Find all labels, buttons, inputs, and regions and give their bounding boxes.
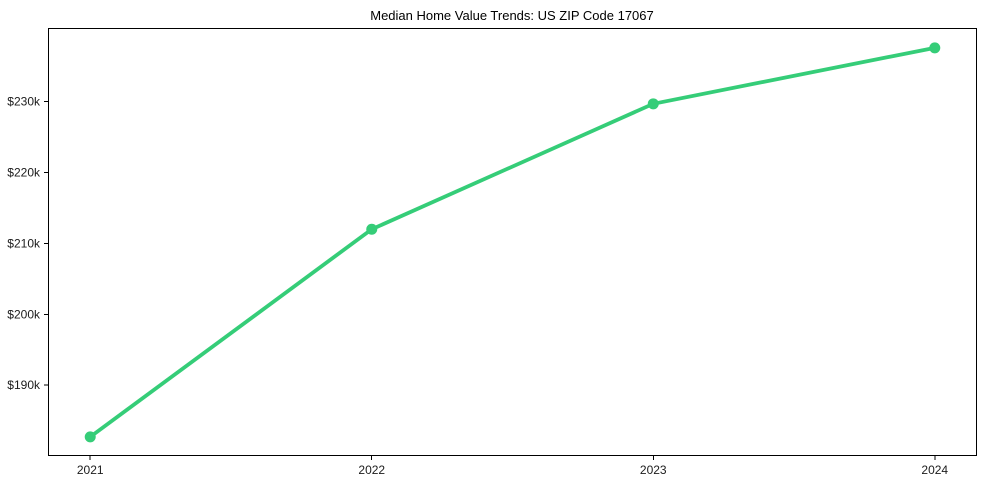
trend-line bbox=[88, 45, 937, 439]
data-point-marker bbox=[366, 223, 378, 235]
y-tick-label: $220k bbox=[7, 166, 41, 180]
y-tick-label: $200k bbox=[7, 307, 41, 321]
x-tick-label: 2024 bbox=[921, 463, 948, 477]
y-tick-label: $230k bbox=[7, 95, 41, 109]
chart-title: Median Home Value Trends: US ZIP Code 17… bbox=[370, 8, 654, 23]
x-tick-label: 2022 bbox=[358, 463, 385, 477]
data-point-marker bbox=[647, 98, 659, 110]
plot-border bbox=[48, 28, 977, 456]
y-tick-label: $210k bbox=[7, 236, 41, 250]
data-point-marker bbox=[84, 431, 96, 443]
x-tick-label: 2021 bbox=[77, 463, 104, 477]
y-tick-label: $190k bbox=[7, 378, 41, 392]
data-point-marker bbox=[929, 42, 941, 54]
x-tick-label: 2023 bbox=[640, 463, 667, 477]
plot-area: $190k $200k $210k $220k $230k 2021 2022 2023 202… bbox=[7, 28, 977, 477]
